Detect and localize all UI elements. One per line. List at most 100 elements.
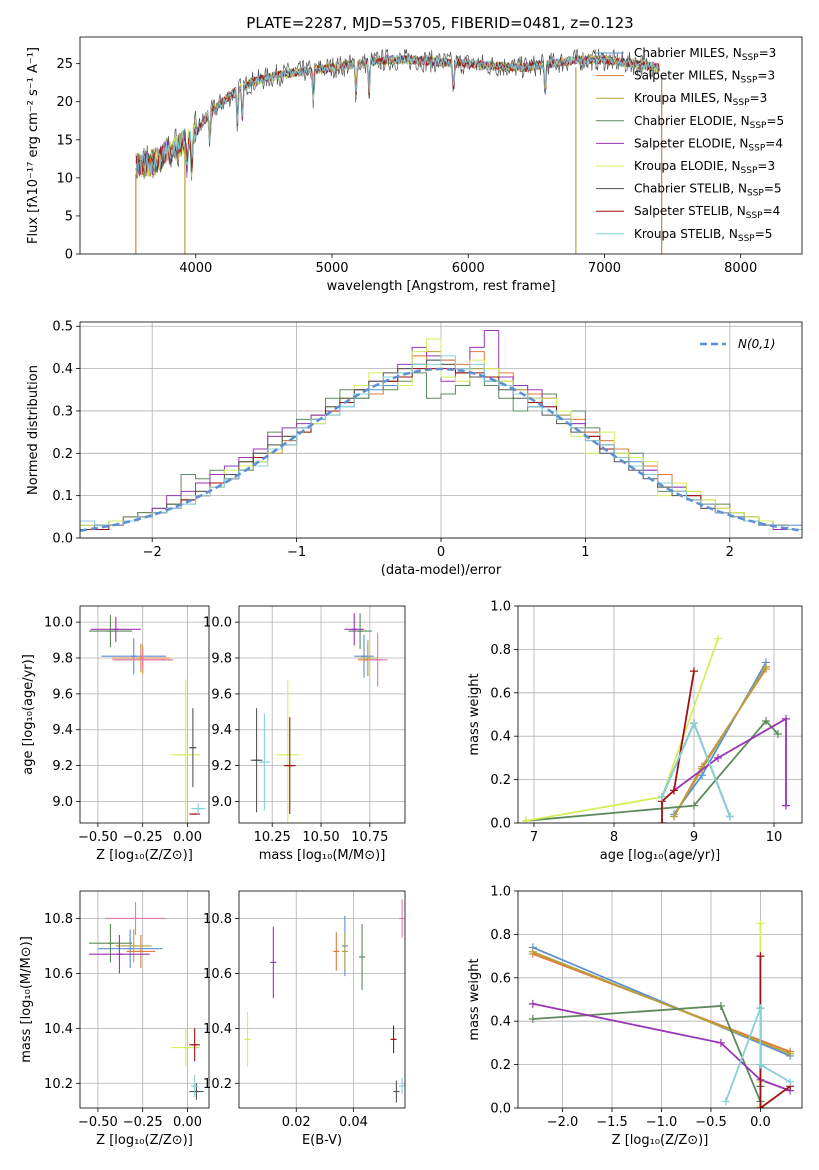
x-tick-label: 7000: [588, 261, 621, 276]
x-tick-label: 0.04: [339, 1115, 368, 1130]
y-tick-label: 10.8: [203, 912, 232, 927]
y-tick-label: 0.5: [52, 320, 73, 335]
axes-frame: [238, 605, 406, 824]
x-tick-label: 0.0: [750, 1115, 771, 1130]
weight-line: [724, 1007, 791, 1102]
axes-frame: [79, 605, 210, 824]
x-axis-label: (data-model)/error: [381, 563, 502, 578]
y-tick-label: 0.8: [490, 643, 511, 658]
legend-label: Kroupa STELIB, NSSP=5: [634, 227, 772, 244]
weight-marker: [528, 999, 537, 1008]
x-tick-label: −0.50: [78, 1115, 118, 1130]
y-tick-label: 0.2: [490, 1058, 511, 1073]
weight-marker: [762, 662, 770, 671]
y-tick-label: 10.4: [203, 1022, 232, 1037]
y-tick-label: 10.6: [44, 967, 73, 982]
x-tick-label: 8: [610, 830, 618, 845]
y-tick-label: 9.2: [211, 759, 232, 774]
x-tick-label: 1: [581, 545, 589, 560]
y-tick-label: 9.2: [52, 759, 73, 774]
legend-label: Chabrier ELODIE, NSSP=5: [634, 114, 784, 131]
model-line: [135, 54, 660, 179]
y-tick-label: 0.2: [490, 773, 511, 788]
y-tick-label: 0.2: [52, 447, 73, 462]
model-line: [135, 54, 660, 176]
plot-area: [528, 919, 795, 1108]
x-tick-label: 0.02: [282, 1115, 311, 1130]
panel-age_weights: 7 8 9 10 0.0 0.2 0.4 0.6 0.8 1.0 age [log₁₀(age/yr…: [467, 600, 803, 863]
y-tick-label: 10.2: [203, 1077, 232, 1092]
panel-ebv_vs_mass: 0.02 0.04 10.2 10.4 10.6 10.8 E(B-V): [203, 890, 406, 1148]
x-axis-label: Z [log₁₀(Z/Z⊙)]: [96, 1133, 193, 1148]
axes-frame: [79, 890, 210, 1109]
legend-label: Salpeter STELIB, NSSP=4: [634, 204, 780, 221]
plot-area: [250, 613, 388, 823]
weight-marker: [726, 812, 734, 821]
x-tick-label: −0.5: [695, 1115, 727, 1130]
y-tick-label: 0.4: [490, 1015, 511, 1030]
weight-marker: [774, 730, 782, 739]
x-tick-label: −1.5: [596, 1115, 628, 1130]
y-tick-label: 10: [56, 171, 73, 186]
y-tick-label: 20: [56, 95, 73, 110]
weight-marker: [756, 919, 765, 928]
weight-marker: [670, 812, 678, 821]
histogram-step: [80, 372, 802, 538]
x-tick-label: 0.00: [173, 830, 202, 845]
axes-frame: [238, 890, 406, 1109]
y-axis-label: mass weight: [467, 673, 482, 755]
axes-frame: [79, 36, 803, 255]
y-tick-label: 10.2: [44, 1077, 73, 1092]
x-tick-label: 10.25: [254, 830, 291, 845]
weight-marker: [721, 1097, 730, 1106]
weight-marker: [756, 1004, 765, 1013]
weight-marker: [714, 634, 722, 643]
y-axis-label: mass [log₁₀(M/M⊙)]: [19, 936, 34, 1063]
y-tick-label: 0.0: [490, 1102, 511, 1117]
legend-label: Kroupa ELODIE, NSSP=3: [634, 159, 775, 176]
y-tick-label: 10.6: [203, 967, 232, 982]
weight-marker: [762, 717, 770, 726]
y-tick-label: 10.0: [203, 616, 232, 631]
x-tick-label: 8000: [724, 261, 757, 276]
x-tick-label: 0.00: [173, 1115, 202, 1130]
weight-marker: [670, 786, 678, 795]
weight-line: [532, 946, 791, 1057]
plot-area: [522, 634, 790, 823]
y-tick-label: 0.6: [490, 686, 511, 701]
y-tick-label: 1.0: [490, 600, 511, 615]
y-axis-label: Flux [fλ10⁻¹⁷ erg cm⁻² s⁻¹ A⁻¹]: [26, 47, 41, 244]
legend-label: Kroupa MILES, NSSP=3: [634, 91, 767, 108]
panel-mass_vs_age: 10.25 10.50 10.75 9.0 9.2 9.4 9.6 9.8 10.0 mass […: [203, 605, 406, 863]
x-tick-label: 10: [766, 830, 783, 845]
weight-marker: [714, 753, 722, 762]
y-tick-label: 9.6: [52, 687, 73, 702]
plot-area: [80, 329, 802, 538]
plot-area: [88, 901, 204, 1100]
model-line: [135, 54, 660, 178]
y-tick-label: 9.4: [211, 723, 232, 738]
y-axis-label: age [log₁₀(age/yr)]: [21, 654, 36, 775]
x-tick-label: 10.50: [302, 830, 339, 845]
panel-z_vs_age: −0.50 −0.25 0.00 9.0 9.2 9.4 9.6 9.8 10.0 Z [log₁…: [21, 605, 210, 863]
weight-marker: [690, 801, 698, 810]
panels: 4000 5000 6000 7000 80000510152025wavelength…: [19, 36, 803, 1148]
x-tick-label: −1.0: [646, 1115, 678, 1130]
axes-frame: [517, 890, 803, 1109]
weight-marker: [716, 1038, 725, 1047]
y-tick-label: 9.4: [52, 723, 73, 738]
weight-marker: [690, 719, 698, 728]
y-tick-label: 0.1: [52, 489, 73, 504]
y-tick-label: 0.0: [490, 817, 511, 832]
weight-marker: [690, 667, 698, 676]
weight-marker: [756, 1104, 765, 1108]
y-tick-label: 10.4: [44, 1022, 73, 1037]
y-tick-label: 0.6: [490, 971, 511, 986]
x-axis-label: mass [log₁₀(M/M⊙)]: [259, 848, 386, 863]
x-axis-label: Z [log₁₀(Z/Z⊙)]: [96, 848, 193, 863]
weight-marker: [658, 819, 666, 823]
y-tick-label: 9.0: [211, 795, 232, 810]
weight-marker: [658, 792, 666, 801]
plot-area: [88, 614, 206, 823]
weight-line: [673, 666, 767, 817]
